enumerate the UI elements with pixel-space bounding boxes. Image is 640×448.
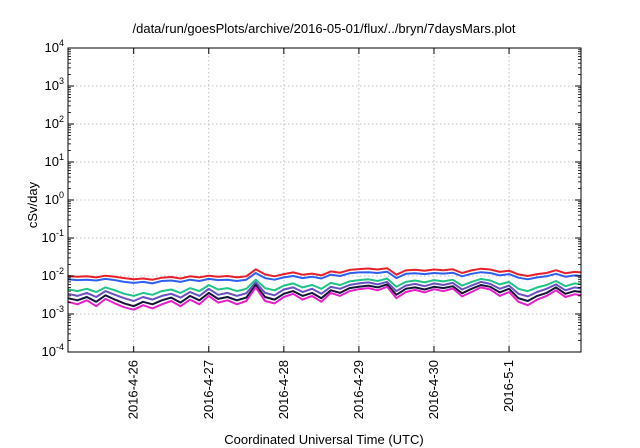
x-tick-label: 2016-4-29: [351, 360, 366, 419]
y-tick-label: 10-1: [42, 228, 64, 245]
series-group: [67, 267, 582, 311]
series-line-1: [67, 267, 582, 281]
x-tick-label: 2016-5-1: [501, 360, 516, 412]
y-tick-label: 101: [45, 152, 64, 169]
series-line-2: [67, 270, 582, 285]
ticks: [68, 47, 581, 353]
y-tick-label: 102: [45, 114, 64, 131]
y-tick-labels: 10-4 10-3 10-2 10-1 100 101 102 103 104: [42, 38, 64, 359]
series-line-3: [67, 277, 582, 297]
y-axis-label: cSv/day: [25, 181, 40, 228]
x-tick-labels: 2016-4-26 2016-4-27 2016-4-28 2016-4-29 2016…: [126, 360, 516, 419]
x-tick-label: 2016-4-28: [276, 360, 291, 419]
y-tick-label: 104: [45, 38, 64, 55]
x-tick-label: 2016-4-26: [126, 360, 141, 419]
y-tick-label: 100: [45, 190, 64, 207]
series-line-6: [67, 285, 582, 311]
x-tick-label: 2016-4-27: [201, 360, 216, 419]
y-tick-label: 103: [45, 76, 64, 93]
chart-title: /data/run/goesPlots/archive/2016-05-01/f…: [133, 21, 516, 36]
x-tick-label: 2016-4-30: [426, 360, 441, 419]
y-tick-label: 10-3: [42, 304, 64, 321]
x-axis-label: Coordinated Universal Time (UTC): [224, 432, 423, 447]
series-line-4: [67, 280, 582, 302]
y-tick-label: 10-4: [42, 342, 64, 359]
y-tick-label: 10-2: [42, 266, 64, 283]
series-line-5: [67, 283, 582, 308]
